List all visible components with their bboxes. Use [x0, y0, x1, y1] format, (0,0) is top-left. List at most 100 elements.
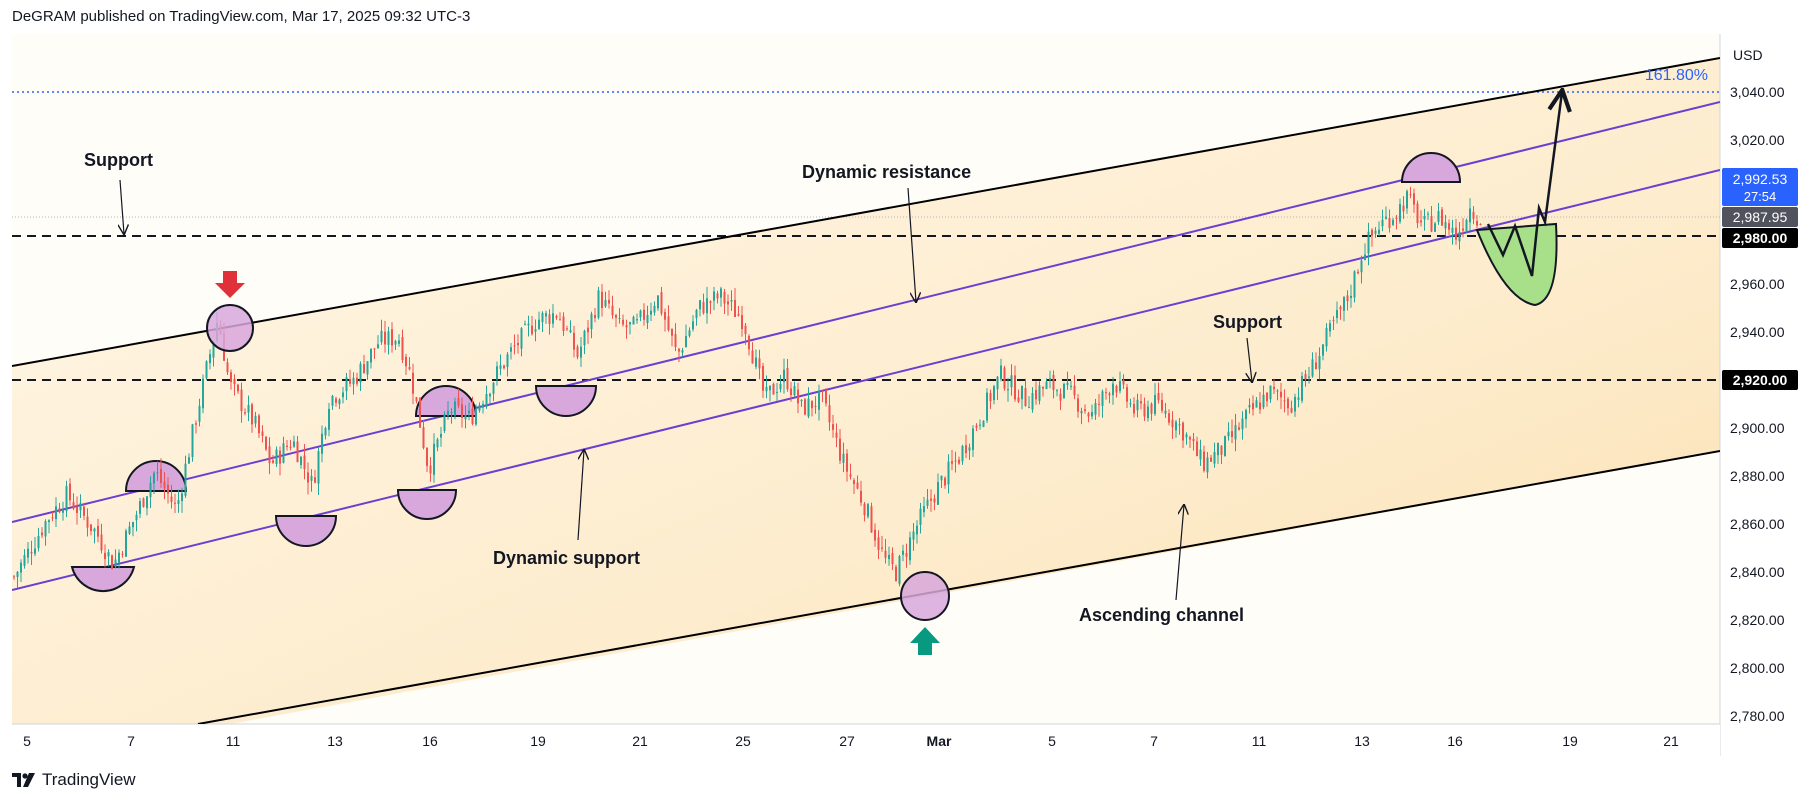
candle-body [391, 329, 393, 346]
candle-body [1171, 419, 1174, 428]
candle-body [604, 299, 607, 307]
candle-body [1147, 406, 1149, 419]
candle-body [1178, 424, 1181, 426]
label-support-right: Support [1213, 312, 1282, 332]
candle-body [1276, 390, 1279, 392]
candle-body [93, 528, 96, 532]
candle-body [930, 498, 932, 501]
candle-body [401, 337, 404, 361]
candle-body [566, 328, 568, 330]
candle-body [20, 562, 22, 573]
candle-body [429, 465, 432, 474]
contact-arc-1 [70, 566, 136, 593]
candle-body [240, 389, 243, 412]
candle-body [968, 447, 971, 451]
candle-body [825, 390, 827, 404]
candle-body [272, 460, 274, 463]
candle-body [464, 414, 467, 420]
candle-body [1220, 445, 1223, 455]
candle-body [489, 393, 491, 397]
candle-body [832, 424, 834, 430]
candle-body [1210, 457, 1212, 462]
candle-body [321, 433, 323, 454]
candle-body [807, 398, 810, 417]
x-tick-label: 19 [1562, 733, 1578, 749]
candle-body [786, 367, 789, 390]
channel-upper-line[interactable] [12, 57, 1720, 367]
candle-body [156, 472, 159, 474]
candle-body [226, 362, 229, 373]
candle-body [1413, 193, 1415, 205]
candle-body [524, 323, 526, 325]
candle-body [335, 398, 337, 403]
candle-body [576, 346, 579, 358]
candle-body [1112, 383, 1114, 396]
candle-body [513, 345, 516, 347]
candle-body [1367, 231, 1370, 254]
candle-body [1192, 438, 1195, 442]
candle-body [1294, 396, 1296, 412]
candle-body [863, 503, 866, 516]
candle-body [1322, 344, 1324, 356]
candle-body [307, 472, 309, 483]
candle-body [1213, 452, 1216, 464]
badge-current-price: 2,992.53 27:54 [1722, 168, 1798, 206]
candle-body [972, 428, 974, 450]
candle-body [1007, 389, 1009, 391]
candle-body [748, 335, 750, 350]
candle-body [62, 509, 64, 513]
candle-body [83, 506, 85, 516]
badge-2980-text: 2,980.00 [1733, 230, 1788, 246]
candle-body [1434, 223, 1436, 232]
candle-body [1259, 402, 1261, 410]
candle-body [1031, 393, 1034, 410]
candle-body [356, 377, 358, 384]
candle-body [1003, 367, 1006, 389]
candle-body [734, 299, 736, 317]
candle-body [685, 336, 687, 348]
candle-body [1388, 217, 1391, 229]
badge-last-price-text: 2,987.95 [1733, 209, 1788, 225]
green-up-arrow-icon [910, 627, 940, 655]
candle-body [611, 305, 614, 316]
channel-lower-line[interactable] [197, 450, 1720, 724]
candle-body [1318, 356, 1321, 369]
candle-body [1476, 221, 1478, 226]
candle-body [324, 428, 327, 436]
time-axis-labels[interactable]: 5 7 11 13 16 19 21 25 27 Mar 5 7 11 13 16 19 21 [23, 733, 1679, 749]
candle-body [1084, 409, 1086, 412]
candle-body [709, 301, 712, 303]
candle-body [69, 483, 71, 501]
candle-body [1052, 374, 1055, 391]
candle-body [1122, 379, 1125, 385]
candle-body [1077, 398, 1079, 412]
candle-body [97, 525, 99, 537]
candle-body [440, 433, 442, 438]
candle-body [160, 468, 162, 483]
x-tick-label: 11 [1252, 733, 1267, 749]
candle-body [958, 459, 960, 464]
candle-body [1035, 389, 1037, 400]
tradingview-logo-text: TradingView [42, 770, 136, 789]
candle-body [13, 576, 15, 578]
y-tick-label: 2,900.00 [1730, 420, 1785, 436]
candle-body [398, 340, 400, 344]
x-tick-label: 27 [839, 733, 855, 749]
candle-body [713, 291, 715, 301]
candle-body [447, 410, 449, 416]
candle-body [1066, 382, 1069, 386]
candle-body [1399, 204, 1401, 222]
candle-body [688, 330, 691, 336]
candle-body [1164, 410, 1167, 414]
candle-body [1357, 271, 1359, 274]
candle-body [380, 330, 383, 343]
candle-body [212, 341, 215, 358]
candle-body [27, 548, 29, 558]
candles [13, 186, 1482, 588]
tradingview-logo[interactable]: TradingView [12, 770, 136, 790]
candle-body [352, 377, 355, 385]
contact-arc-3 [274, 515, 338, 547]
candle-body [317, 451, 320, 484]
x-tick-label: 13 [327, 733, 343, 749]
